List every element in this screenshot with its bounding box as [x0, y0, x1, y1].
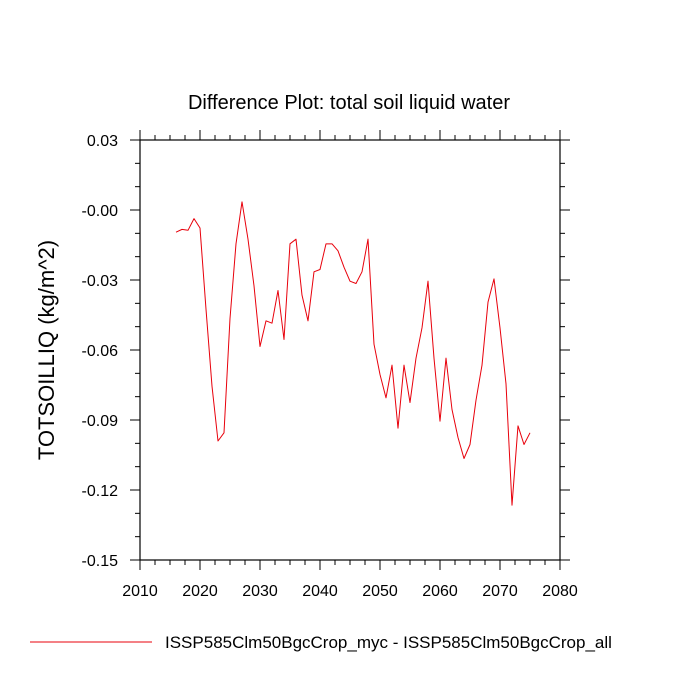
- y-tick-label: -0.00: [82, 203, 119, 220]
- y-tick-label: -0.15: [82, 553, 119, 570]
- y-tick-label: 0.03: [87, 133, 118, 150]
- x-tick-label: 2050: [362, 583, 398, 600]
- series-line: [175, 201, 531, 506]
- y-tick-label: -0.09: [82, 413, 119, 430]
- plot-frame: [139, 139, 561, 561]
- legend: ISSP585Clm50BgcCrop_myc - ISSP585Clm50Bg…: [30, 633, 612, 652]
- axis-ticks: 2010 2020 2030 2040 2050 2060 2070 2080 0.03 -0.0…: [82, 130, 578, 600]
- y-tick-label: -0.06: [82, 343, 119, 360]
- x-tick-label: 2030: [242, 583, 278, 600]
- x-tick-label: 2040: [302, 583, 338, 600]
- y-axis-label: TOTSOILLIQ (kg/m^2): [34, 240, 59, 460]
- legend-label: ISSP585Clm50BgcCrop_myc - ISSP585Clm50Bg…: [165, 633, 612, 652]
- x-tick-label: 2010: [122, 583, 158, 600]
- series-layer: [175, 201, 531, 506]
- y-tick-label: -0.12: [82, 483, 119, 500]
- x-tick-label: 2020: [182, 583, 218, 600]
- y-tick-label: -0.03: [82, 273, 119, 290]
- chart-title: Difference Plot: total soil liquid water: [188, 92, 510, 114]
- x-tick-label: 2070: [482, 583, 518, 600]
- x-tick-label: 2060: [422, 583, 458, 600]
- x-tick-label: 2080: [542, 583, 578, 600]
